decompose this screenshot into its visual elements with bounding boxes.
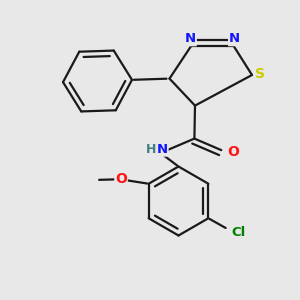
Text: N: N [157,143,168,156]
Text: O: O [227,146,239,159]
Text: O: O [115,172,127,186]
Text: H: H [146,143,157,156]
Text: S: S [254,67,265,81]
Text: N: N [229,32,240,46]
Text: Cl: Cl [231,226,245,239]
Text: N: N [185,32,196,46]
